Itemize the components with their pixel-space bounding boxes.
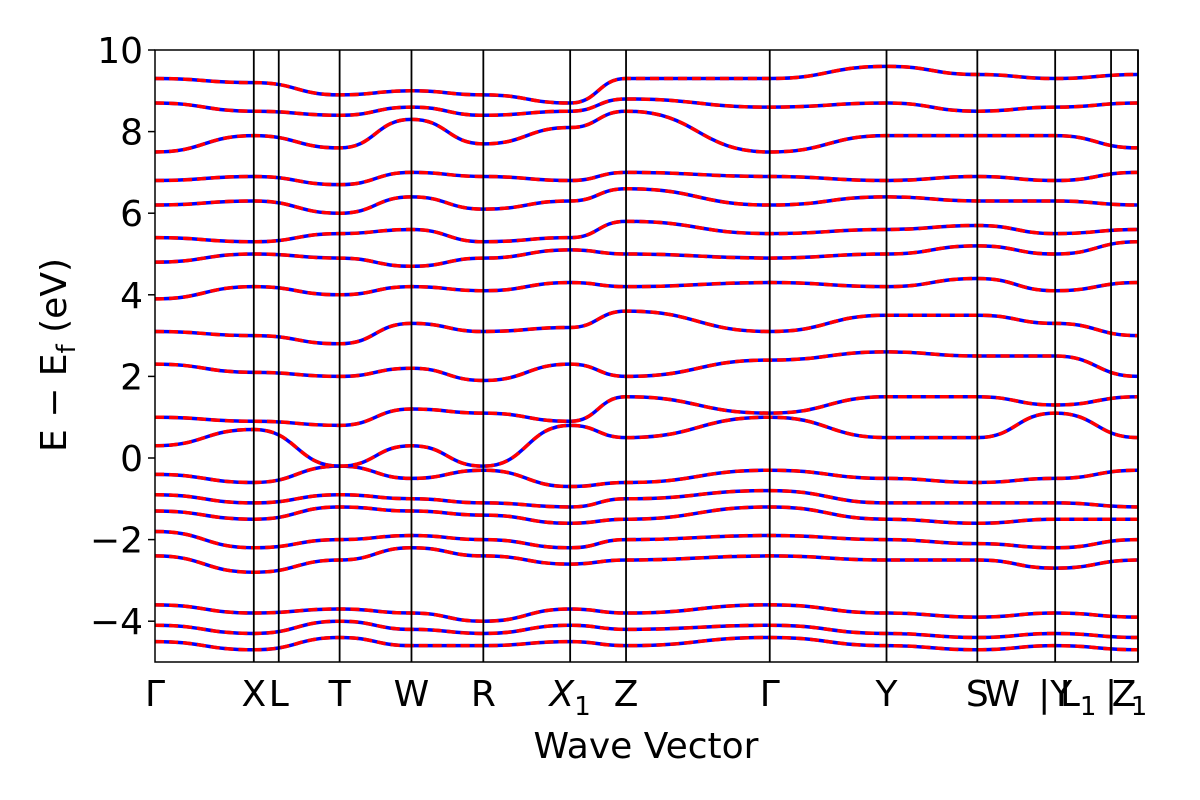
band-line-18-red <box>155 97 1138 118</box>
x-tick-label: 1 <box>1131 692 1148 722</box>
band-line-9-blue <box>155 395 1138 428</box>
band-line-1-red <box>155 619 1138 640</box>
band-line-10-red <box>155 350 1138 383</box>
x-tick-label: S <box>966 674 989 715</box>
y-tick-label: 0 <box>120 439 143 480</box>
band-line-5-blue <box>155 505 1138 526</box>
y-axis-title: E − Ef (eV) <box>34 258 82 452</box>
band-line-15-red <box>155 186 1138 215</box>
band-line-4-red <box>155 529 1138 550</box>
y-tick-label: −2 <box>90 521 143 562</box>
x-tick-label: |Y <box>1038 674 1073 715</box>
x-tick-label: Γ <box>760 674 780 715</box>
x-tick-label: X <box>241 674 266 715</box>
x-tick-label: R <box>471 674 496 715</box>
y-axis-title-unit: (eV) <box>34 258 75 344</box>
y-tick-label: 4 <box>120 276 143 317</box>
band-line-7-red <box>155 464 1138 489</box>
x-tick-label: W <box>984 674 1020 715</box>
band-line-11-red <box>155 309 1138 346</box>
x-axis-title: Wave Vector <box>534 726 759 767</box>
x-tick-label: W <box>394 674 430 715</box>
band-line-8-red <box>155 411 1138 468</box>
y-tick-label: 6 <box>120 194 143 235</box>
band-line-16-red <box>155 170 1138 187</box>
x-tick-label: Γ <box>145 674 165 715</box>
band-line-0-red <box>155 603 1138 623</box>
band-line-2-red <box>155 635 1138 652</box>
band-line-5-red <box>155 505 1138 526</box>
band-lines <box>155 64 1138 652</box>
y-tick-label: 10 <box>97 31 143 72</box>
x-tick-label: L1 <box>1060 674 1097 722</box>
band-line-3-red <box>155 546 1138 574</box>
band-line-8-blue <box>155 411 1138 468</box>
x-tick-label: X1 <box>548 674 591 722</box>
band-line-17-blue <box>155 109 1138 154</box>
y-tick-label: 8 <box>120 113 143 154</box>
y-axis-title-subscript: f <box>52 343 82 353</box>
band-line-17-red <box>155 109 1138 154</box>
band-line-12-blue <box>155 276 1138 301</box>
y-axis: 10 8 6 4 2 0 −2 −4 <box>90 31 155 643</box>
band-line-9-red <box>155 395 1138 428</box>
x-tick-label: | <box>1105 674 1117 715</box>
x-axis: Γ X L T W R X1 Z Γ Y SW |YL1 |Z1 <box>145 674 1147 722</box>
band-line-14-red <box>155 219 1138 244</box>
band-line-12-red <box>155 276 1138 301</box>
x-tick-label: Y <box>875 674 899 715</box>
x-tick-label: L <box>269 674 289 715</box>
y-tick-label: 2 <box>120 357 143 398</box>
y-axis-title-main: E − E <box>34 353 75 452</box>
x-tick-label: Z <box>614 674 639 715</box>
plot-frame <box>154 49 1139 663</box>
band-line-19-red <box>155 64 1138 105</box>
band-line-13-red <box>155 240 1138 268</box>
y-tick-label: −4 <box>90 602 143 643</box>
x-tick-label: T <box>328 674 352 715</box>
x-tick-label: Z <box>1112 674 1137 715</box>
